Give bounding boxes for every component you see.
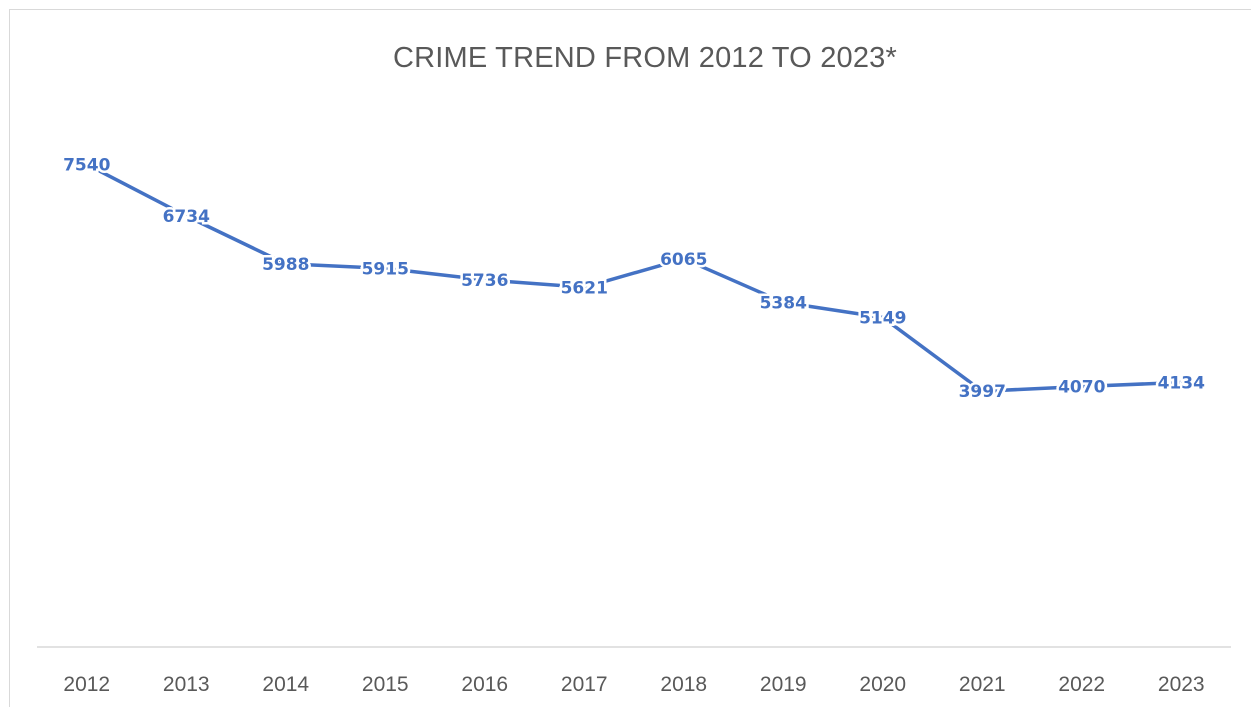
data-label-2013: 6734 <box>163 207 210 227</box>
data-label-2022: 4070 <box>1058 378 1105 398</box>
data-label-2019: 5384 <box>760 293 807 313</box>
data-label-2012: 7540 <box>63 155 110 175</box>
x-tick-label-2016: 2016 <box>461 673 508 696</box>
data-labels: 7540 6734 5988 5915 5736 5621 6065 5384 5149 3997… <box>61 153 1208 405</box>
data-label-2017: 5621 <box>561 278 608 298</box>
data-label-2023: 4134 <box>1158 373 1205 393</box>
x-tick-label-2014: 2014 <box>262 673 309 696</box>
data-label-2016: 5736 <box>461 271 508 291</box>
x-tick-label-2018: 2018 <box>660 673 707 696</box>
x-tick-label-2023: 2023 <box>1158 673 1205 696</box>
x-tick-label-2022: 2022 <box>1058 673 1105 696</box>
x-axis-ticks: 2012 2013 2014 2015 2016 2017 2018 2019 2020 2021… <box>63 673 1204 696</box>
data-label-2018: 6065 <box>660 250 707 270</box>
x-tick-label-2021: 2021 <box>959 673 1006 696</box>
series-line <box>85 162 1184 393</box>
x-tick-label-2019: 2019 <box>760 673 807 696</box>
data-label-2014: 5988 <box>262 255 309 275</box>
data-label-2020: 5149 <box>859 308 906 328</box>
x-tick-label-2013: 2013 <box>163 673 210 696</box>
x-tick-label-2015: 2015 <box>362 673 409 696</box>
data-label-2015: 5915 <box>362 259 409 279</box>
chart-frame <box>9 9 1251 707</box>
x-tick-label-2012: 2012 <box>63 673 110 696</box>
x-tick-label-2017: 2017 <box>561 673 608 696</box>
data-label-2021: 3997 <box>959 382 1006 402</box>
chart-title: CRIME TREND FROM 2012 TO 2023* <box>393 42 897 74</box>
x-tick-label-2020: 2020 <box>859 673 906 696</box>
